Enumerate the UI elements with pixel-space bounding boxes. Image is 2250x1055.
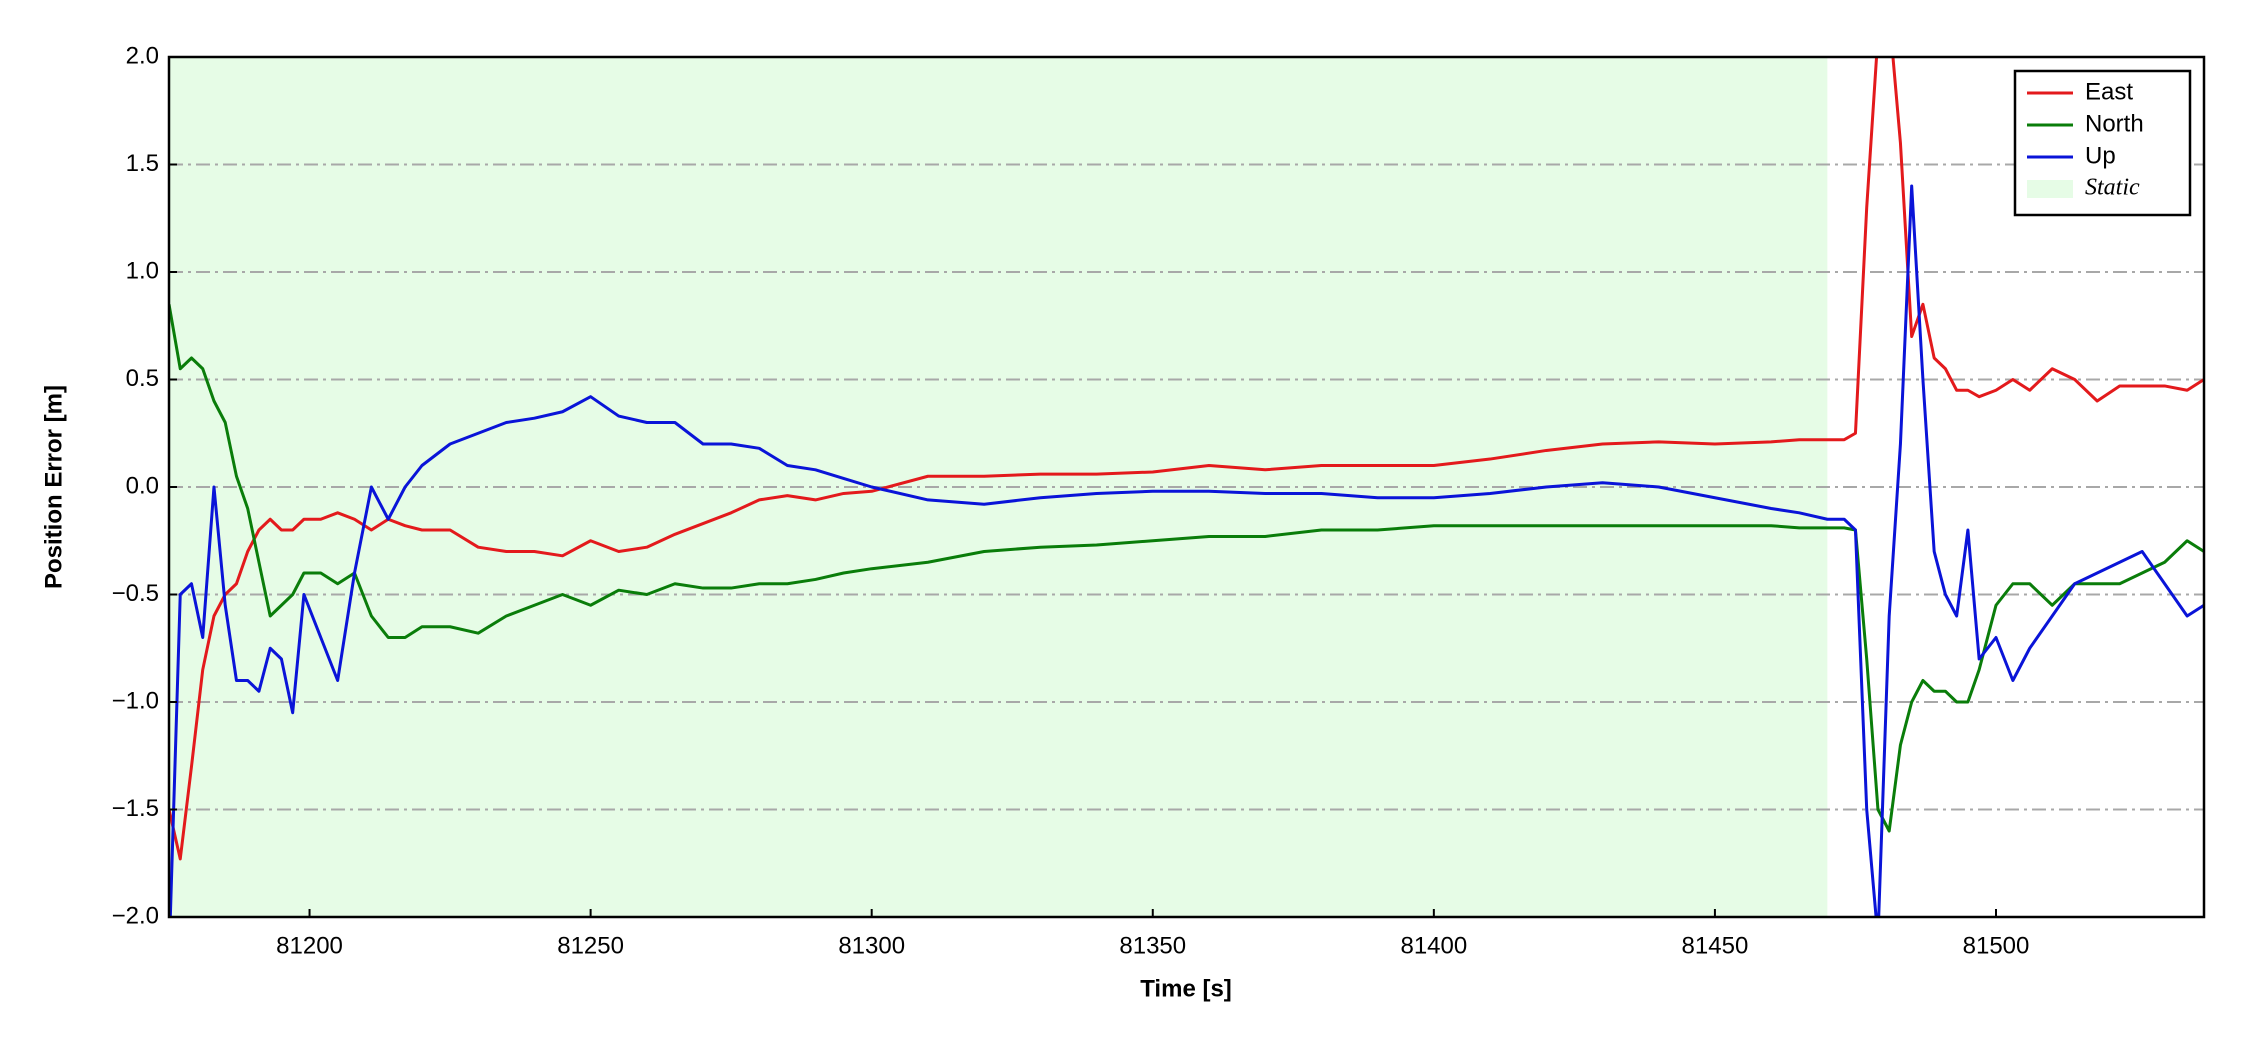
axes: −2.0 −1.5 −1.0 −0.5 0.0 0.5 1.0 1.5 2.0 81200 8125… (112, 42, 2206, 959)
y-axis-label: Position Error [m] (40, 385, 67, 589)
y-tick-label: 1.0 (126, 257, 159, 284)
legend-label: Up (2085, 142, 2116, 169)
y-tick-label: 0.0 (126, 472, 159, 499)
x-tick-label: 81500 (1963, 932, 2030, 959)
legend-label: North (2085, 110, 2144, 137)
legend-swatch (2027, 180, 2073, 198)
y-tick-label: 2.0 (126, 42, 159, 69)
y-tick-label: 1.5 (126, 150, 159, 177)
plot-frame (167, 55, 2206, 919)
y-tick-label: −0.5 (112, 580, 159, 607)
x-tick-label: 81200 (276, 932, 343, 959)
x-tick-label: 81350 (1119, 932, 1186, 959)
x-axis-label: Time [s] (1140, 975, 1232, 1002)
lines (169, 57, 2204, 917)
legend-label: East (2085, 78, 2133, 105)
x-tick-label: 81300 (838, 932, 905, 959)
legend: East North Up Static (2013, 69, 2192, 217)
y-tick-label: −2.0 (112, 902, 159, 929)
y-tick-label: −1.0 (112, 687, 159, 714)
series-line (169, 303, 2204, 833)
y-tick-label: −1.5 (112, 795, 159, 822)
series-line (169, 57, 2204, 861)
y-tick-label: 0.5 (126, 365, 159, 392)
x-tick-label: 81450 (1682, 932, 1749, 959)
series-line (169, 184, 2204, 917)
x-tick-label: 81400 (1400, 932, 1467, 959)
x-tick-label: 81250 (557, 932, 624, 959)
legend-label: Static (2085, 175, 2140, 201)
